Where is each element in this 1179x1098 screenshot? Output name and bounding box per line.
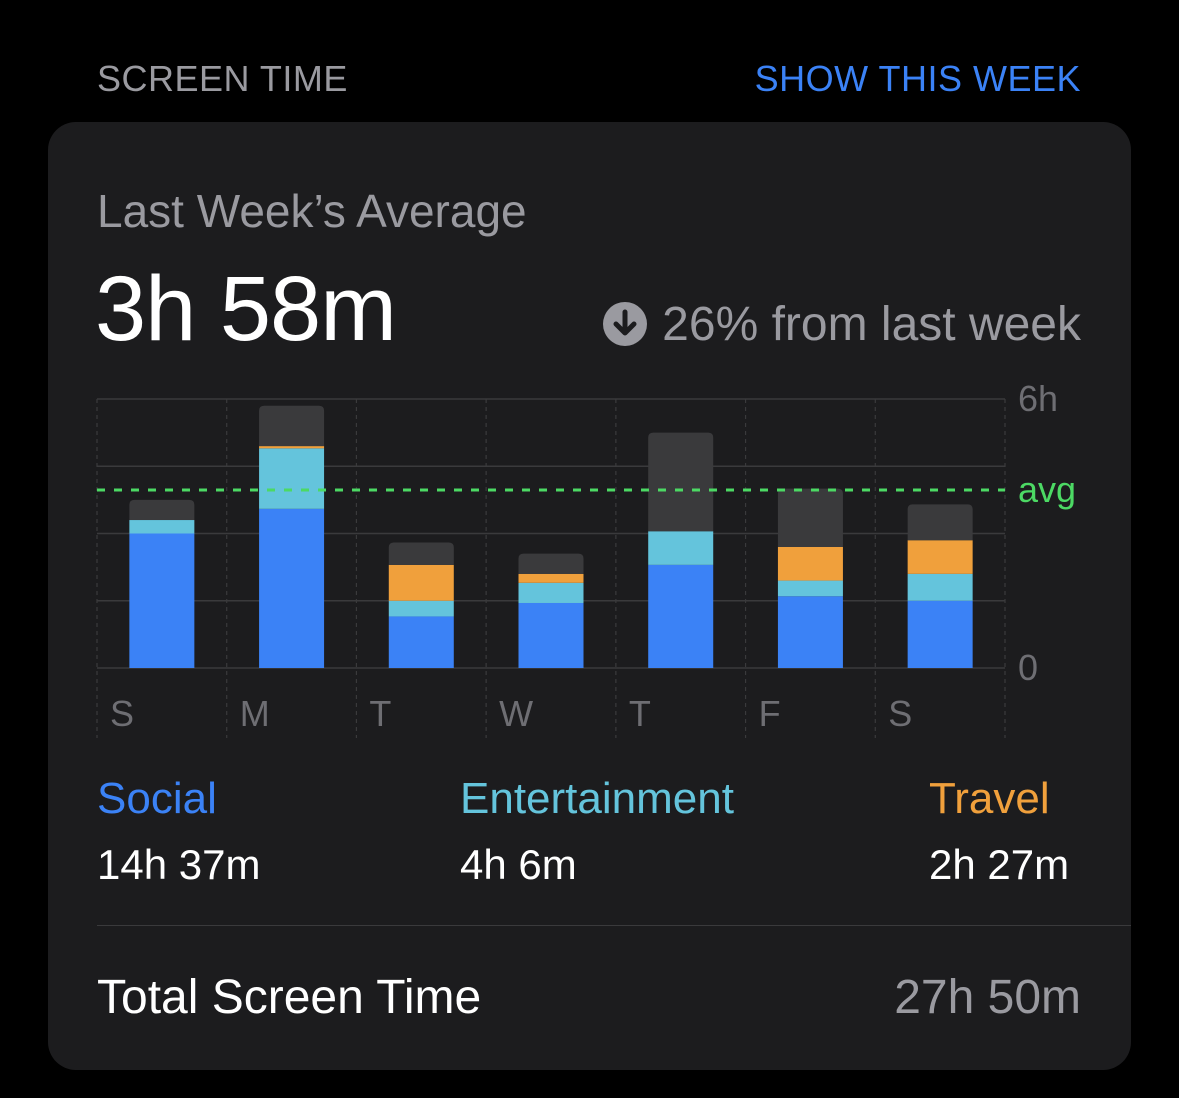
bar-segment-other-1 <box>259 405 325 447</box>
section-header: SCREEN TIME SHOW THIS WEEK <box>97 58 1081 102</box>
bar-segment-social-5 <box>777 596 843 668</box>
average-label: avg <box>1018 469 1076 510</box>
day-label-1: M <box>240 693 270 734</box>
legend-travel[interactable]: Travel 2h 27m <box>929 774 1069 890</box>
legend-entertainment[interactable]: Entertainment 4h 6m <box>460 774 734 890</box>
total-screen-time-value: 27h 50m <box>894 971 1081 1024</box>
bar-segment-social-3 <box>518 602 584 668</box>
bar-segment-entertainment-4 <box>648 531 714 565</box>
day-label-6: S <box>888 693 912 734</box>
arrow-down-circle-icon <box>603 302 648 346</box>
bar-segment-social-1 <box>259 508 325 668</box>
section-title: SCREEN TIME <box>97 58 348 99</box>
bar-segment-travel-3 <box>518 573 584 583</box>
legend-travel-value: 2h 27m <box>929 841 1070 888</box>
bar-segment-travel-5 <box>777 546 843 581</box>
total-screen-time-label: Total Screen Time <box>97 971 482 1024</box>
change-text: 26% from last week <box>662 297 1081 351</box>
day-label-5: F <box>759 693 781 734</box>
bar-segment-entertainment-5 <box>777 580 843 597</box>
bar-segment-entertainment-0 <box>129 520 195 534</box>
bar-segment-other-5 <box>777 488 843 547</box>
day-label-3: W <box>499 693 533 734</box>
bar-segment-travel-2 <box>388 564 454 601</box>
bar-segment-entertainment-6 <box>907 573 973 601</box>
bar-segment-social-4 <box>648 564 714 668</box>
bar-segment-social-6 <box>907 600 973 668</box>
bar-segment-entertainment-3 <box>518 582 584 603</box>
divider <box>97 925 1131 926</box>
screen-time-card[interactable]: Last Week’s Average 3h 58m 26% from last… <box>48 122 1131 1070</box>
bar-segment-other-6 <box>907 504 973 541</box>
bar-segment-other-0 <box>129 499 195 521</box>
legend-entertainment-name: Entertainment <box>460 774 734 823</box>
legend-social-name: Social <box>97 774 217 823</box>
legend-entertainment-value: 4h 6m <box>460 841 577 888</box>
legend-social[interactable]: Social 14h 37m <box>97 774 260 890</box>
bar-segment-entertainment-1 <box>259 448 325 509</box>
legend-social-value: 14h 37m <box>97 841 261 888</box>
bar-segment-travel-6 <box>907 540 973 574</box>
bar-segment-other-4 <box>648 432 714 532</box>
average-label: Last Week’s Average <box>97 185 527 237</box>
day-label-2: T <box>369 693 391 734</box>
bar-segment-other-2 <box>388 542 454 565</box>
bar-segment-entertainment-2 <box>388 600 454 617</box>
average-value: 3h 58m <box>95 258 397 360</box>
bar-segment-social-2 <box>388 616 454 668</box>
change-indicator: 26% from last week <box>602 296 1081 352</box>
y-tick-label-0: 0 <box>1018 647 1038 688</box>
legend-travel-name: Travel <box>929 774 1050 823</box>
show-this-week-button[interactable]: SHOW THIS WEEK <box>754 58 1081 99</box>
bar-segment-other-3 <box>518 553 584 574</box>
day-label-0: S <box>110 693 134 734</box>
bar-segment-social-0 <box>129 533 195 668</box>
y-tick-label-6: 6h <box>1018 378 1058 419</box>
day-label-4: T <box>629 693 651 734</box>
bar-segment-travel-1 <box>259 446 325 449</box>
